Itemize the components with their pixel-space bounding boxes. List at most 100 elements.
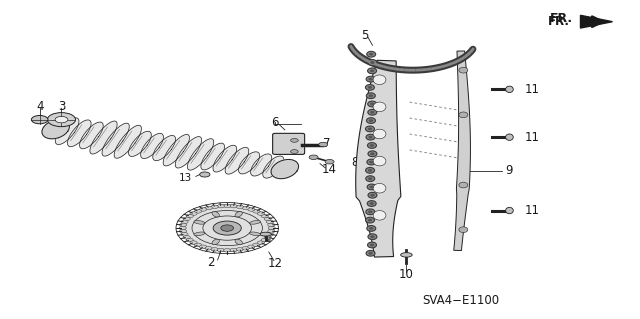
Ellipse shape	[367, 159, 376, 165]
Ellipse shape	[370, 235, 374, 238]
Text: 9: 9	[505, 164, 513, 177]
Polygon shape	[67, 120, 91, 147]
Circle shape	[230, 248, 237, 252]
Circle shape	[236, 248, 243, 251]
Ellipse shape	[366, 209, 375, 215]
Polygon shape	[213, 145, 237, 172]
Circle shape	[242, 206, 250, 210]
Ellipse shape	[370, 194, 374, 197]
Circle shape	[266, 233, 273, 236]
Circle shape	[31, 115, 48, 124]
Polygon shape	[356, 60, 401, 257]
Ellipse shape	[370, 111, 374, 114]
Ellipse shape	[365, 85, 374, 90]
Ellipse shape	[370, 244, 374, 247]
Polygon shape	[263, 156, 284, 178]
Ellipse shape	[369, 119, 373, 122]
Polygon shape	[129, 131, 151, 156]
Circle shape	[200, 172, 210, 177]
Circle shape	[181, 220, 188, 224]
Ellipse shape	[368, 252, 372, 255]
Ellipse shape	[368, 60, 377, 65]
Ellipse shape	[370, 70, 374, 72]
Polygon shape	[42, 120, 69, 139]
Circle shape	[291, 150, 298, 153]
Circle shape	[248, 245, 255, 249]
Ellipse shape	[368, 136, 372, 138]
Circle shape	[257, 241, 264, 244]
Circle shape	[200, 245, 207, 249]
Text: 11: 11	[525, 204, 540, 217]
Circle shape	[325, 160, 334, 164]
Polygon shape	[188, 139, 214, 170]
Ellipse shape	[506, 207, 513, 214]
Circle shape	[180, 223, 187, 227]
Text: 12: 12	[268, 257, 283, 270]
Ellipse shape	[506, 134, 513, 140]
Text: 6: 6	[271, 116, 279, 129]
Ellipse shape	[370, 61, 374, 64]
Polygon shape	[114, 125, 141, 158]
Ellipse shape	[368, 234, 377, 240]
Ellipse shape	[368, 109, 377, 115]
Ellipse shape	[368, 169, 372, 172]
Polygon shape	[79, 122, 103, 149]
Circle shape	[236, 205, 243, 209]
Circle shape	[205, 247, 212, 250]
Circle shape	[47, 113, 76, 127]
Ellipse shape	[368, 128, 372, 130]
Circle shape	[211, 248, 218, 251]
Ellipse shape	[368, 101, 377, 107]
Circle shape	[211, 205, 218, 209]
Ellipse shape	[367, 51, 376, 57]
Text: 11: 11	[525, 131, 540, 144]
Polygon shape	[55, 118, 79, 145]
Ellipse shape	[373, 211, 386, 220]
Ellipse shape	[367, 226, 376, 231]
Ellipse shape	[367, 118, 376, 123]
Ellipse shape	[366, 76, 375, 82]
Text: FR.: FR.	[550, 12, 573, 25]
Ellipse shape	[368, 177, 372, 180]
Circle shape	[186, 238, 193, 242]
Polygon shape	[141, 133, 163, 159]
Ellipse shape	[373, 129, 386, 139]
Circle shape	[230, 204, 237, 208]
Ellipse shape	[235, 211, 243, 217]
Circle shape	[213, 221, 241, 235]
Ellipse shape	[367, 143, 376, 148]
Text: 1: 1	[272, 167, 280, 180]
Ellipse shape	[365, 167, 374, 173]
Ellipse shape	[373, 183, 386, 193]
Circle shape	[261, 238, 268, 242]
Polygon shape	[239, 152, 260, 174]
Ellipse shape	[250, 220, 260, 224]
Circle shape	[257, 212, 264, 215]
Text: FR.: FR.	[548, 15, 570, 28]
Circle shape	[291, 138, 298, 142]
Circle shape	[223, 204, 231, 208]
Polygon shape	[225, 147, 249, 174]
Circle shape	[195, 243, 202, 247]
Circle shape	[268, 226, 275, 230]
Circle shape	[319, 142, 328, 147]
Polygon shape	[201, 143, 225, 170]
Text: 2: 2	[207, 256, 215, 269]
Ellipse shape	[370, 152, 374, 155]
Polygon shape	[271, 160, 298, 179]
Ellipse shape	[401, 253, 412, 257]
Circle shape	[242, 247, 250, 250]
Ellipse shape	[368, 219, 372, 222]
Circle shape	[180, 229, 187, 233]
Ellipse shape	[459, 182, 468, 188]
Ellipse shape	[366, 250, 375, 256]
Circle shape	[253, 243, 260, 247]
Polygon shape	[153, 136, 175, 161]
Circle shape	[181, 205, 273, 251]
Ellipse shape	[373, 75, 386, 85]
FancyBboxPatch shape	[273, 133, 305, 154]
Ellipse shape	[235, 239, 243, 245]
Circle shape	[261, 214, 268, 218]
Circle shape	[55, 116, 68, 123]
Circle shape	[200, 208, 207, 211]
